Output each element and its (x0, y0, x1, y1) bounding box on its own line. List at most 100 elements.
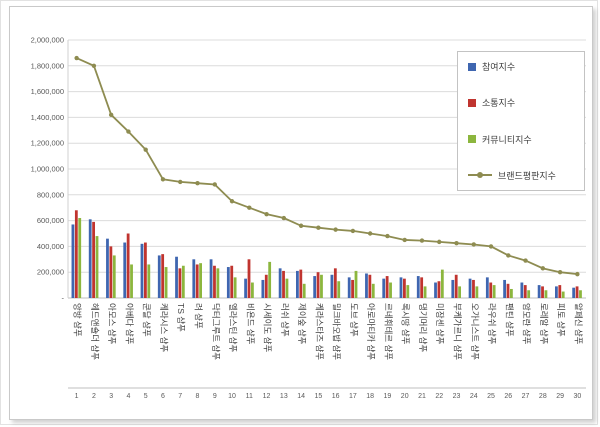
x-category-label: TS 샴푸 (176, 303, 186, 332)
bar-series-1 (209, 259, 213, 298)
bar-series-3 (354, 270, 358, 298)
bar-series-3 (78, 218, 82, 298)
rank-label: 1 (75, 393, 79, 400)
line-marker (126, 129, 131, 134)
rank-label: 7 (178, 393, 182, 400)
bar-series-1 (520, 282, 524, 298)
bar-series-3 (492, 285, 496, 298)
legend-label: 브랜드평판지수 (498, 170, 556, 181)
line-marker (212, 182, 217, 187)
bar-series-3 (233, 277, 237, 298)
bar-series-1 (278, 268, 282, 298)
rank-label: 24 (470, 393, 478, 400)
bar-series-1 (157, 255, 161, 298)
legend-entry: 커뮤니티지수 (468, 133, 574, 146)
line-marker (281, 215, 287, 221)
line-marker (540, 266, 546, 271)
y-axis-label: 1,800,000 (31, 61, 64, 70)
y-axis-label: 200,000 (37, 268, 64, 277)
bar-series-1 (313, 276, 317, 298)
bar-series-3 (302, 283, 306, 298)
x-category-label: 미장센 샴푸 (435, 303, 445, 345)
bar-series-3 (320, 274, 323, 298)
x-category-label: 부케가르니 샴푸 (453, 303, 463, 360)
bar-series-2 (333, 268, 337, 298)
x-category-label: 밀크바오밥 샴푸 (332, 303, 342, 360)
bar-series-1 (382, 278, 386, 298)
rank-label: 14 (297, 393, 305, 400)
bar-series-2 (92, 221, 95, 298)
rank-label: 12 (263, 393, 271, 400)
bar-series-2 (541, 286, 544, 298)
x-category-label: 헤드앤숄더 샴푸 (90, 303, 100, 360)
bar-series-2 (420, 277, 424, 298)
bar-series-2 (523, 285, 527, 298)
rank-label: 27 (522, 393, 530, 400)
chart-frame: - 200,000 400,000 600,000 800,000 1,000,000 1,… (9, 6, 593, 420)
bar-series-3 (285, 278, 289, 298)
legend-entry: 소통지수 (468, 96, 574, 109)
bar-series-2 (264, 274, 268, 298)
bar-series-2 (282, 270, 285, 298)
bar-series-2 (351, 279, 354, 298)
bar-series-1 (123, 242, 127, 298)
y-axis-label: 1,200,000 (31, 139, 64, 148)
line-marker (575, 271, 580, 277)
bar-series-2 (213, 265, 216, 298)
line-marker (178, 179, 183, 185)
bar-series-2 (299, 269, 303, 298)
bar-series-3 (406, 285, 410, 298)
bar-series-2 (575, 286, 579, 298)
bar-series-2 (144, 242, 147, 298)
x-category-label: 록시땅 샴푸 (401, 303, 411, 345)
rank-label: 16 (332, 393, 340, 400)
rank-label: 22 (435, 393, 443, 400)
line-marker (195, 180, 200, 186)
line-marker (316, 225, 321, 230)
bar-series-3 (216, 268, 220, 298)
x-category-label: 케라시스 샴푸 (159, 303, 169, 352)
line-marker (523, 258, 528, 263)
x-category-label: 팬틴 샴푸 (504, 303, 514, 337)
brand-reputation-chart: - 200,000 400,000 600,000 800,000 1,000,000 1,… (31, 36, 586, 400)
bar-series-2 (126, 233, 130, 298)
bar-series-3 (475, 286, 479, 298)
bar-series-3 (268, 261, 272, 298)
y-axis-label: 800,000 (37, 190, 64, 199)
line-marker (506, 253, 511, 258)
y-axis-label: 1,400,000 (31, 113, 64, 122)
legend-line-marker-icon (468, 172, 492, 179)
x-category-label: 르네휘테르 샴푸 (383, 303, 393, 360)
y-axis-label: 600,000 (37, 216, 64, 225)
rank-label: 13 (280, 393, 288, 400)
bar-series-1 (175, 256, 178, 298)
bar-series-2 (489, 282, 493, 298)
x-category-label: 려 샴푸 (194, 303, 204, 329)
x-category-label: 라우쉬 샴푸 (487, 303, 497, 345)
bar-series-1 (192, 259, 196, 298)
bar-series-1 (330, 274, 334, 298)
x-category-label: 아베다 샴푸 (124, 303, 134, 345)
x-category-label: 제이숲 샴푸 (297, 303, 307, 345)
x-category-label: 엘라스틴 샴푸 (228, 303, 238, 352)
line-marker (454, 240, 459, 246)
bar-series-3 (510, 288, 513, 298)
rank-label: 23 (453, 393, 461, 400)
bar-series-3 (199, 263, 202, 298)
line-marker (91, 63, 97, 68)
rank-label: 25 (487, 393, 495, 400)
line-marker (557, 270, 563, 275)
bar-series-3 (251, 282, 254, 298)
line-marker (247, 205, 252, 210)
bar-series-2 (178, 268, 182, 298)
bar-series-2 (437, 281, 441, 298)
bar-series-2 (230, 265, 234, 298)
bar-series-2 (506, 283, 510, 298)
bar-series-1 (347, 277, 351, 298)
bar-series-3 (371, 283, 375, 298)
legend-swatch-icon (468, 98, 476, 107)
bar-series-1 (261, 279, 265, 298)
rank-label: 2 (92, 393, 96, 400)
line-marker (333, 227, 338, 232)
line-marker (367, 231, 373, 236)
